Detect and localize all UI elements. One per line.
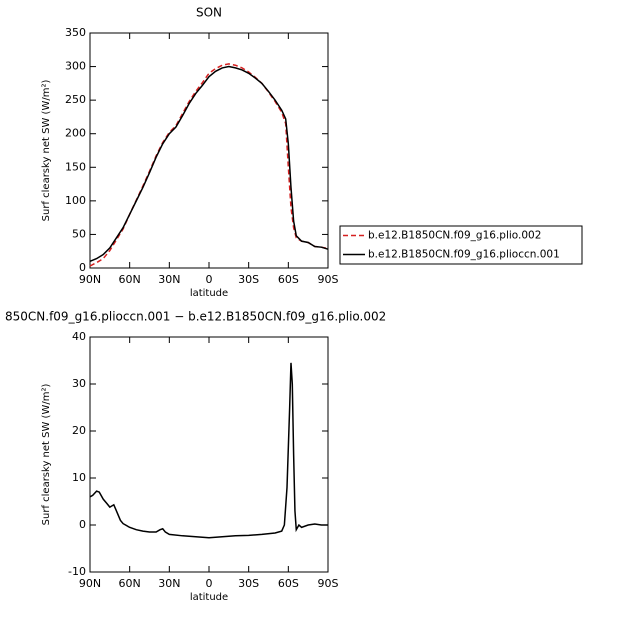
x-tick-label: 30N <box>158 273 180 286</box>
x-axis-label: latitude <box>190 592 228 603</box>
x-tick-label: 60N <box>119 577 141 590</box>
plot-frame <box>89 32 329 269</box>
y-tick-label: 20 <box>72 424 86 437</box>
x-tick-label: 30S <box>238 577 259 590</box>
y-tick-label: 150 <box>65 160 86 173</box>
y-tick-label: 50 <box>72 227 86 240</box>
y-tick-label: 100 <box>65 194 86 207</box>
series-line <box>89 362 328 539</box>
y-tick-label: 200 <box>65 127 86 140</box>
x-tick-label: 0 <box>206 273 213 286</box>
legend-box <box>339 225 583 265</box>
series-line <box>89 65 329 262</box>
legend-label: b.e12.B1850CN.f09_g16.plio.002 <box>368 230 541 242</box>
x-tick-label: 30S <box>238 273 259 286</box>
y-tick-label: -10 <box>68 565 86 578</box>
x-axis-label: latitude <box>190 288 228 299</box>
y-tick-label: 350 <box>65 26 86 39</box>
legend-label: b.e12.B1850CN.f09_g16.plioccn.001 <box>368 249 560 261</box>
x-tick-label: 90N <box>79 577 101 590</box>
y-axis-label: Surf clearsky net SW (W/m²) <box>41 80 52 222</box>
y-tick-label: 30 <box>72 377 86 390</box>
x-tick-label: 60S <box>278 273 299 286</box>
y-axis-label: Surf clearsky net SW (W/m²) <box>41 384 52 526</box>
y-tick-label: 300 <box>65 60 86 73</box>
y-tick-label: 0 <box>79 261 86 274</box>
y-tick-label: 250 <box>65 93 86 106</box>
x-tick-label: 60N <box>119 273 141 286</box>
x-tick-label: 90S <box>318 273 339 286</box>
x-tick-label: 60S <box>278 577 299 590</box>
chart-title: SON <box>196 6 222 20</box>
series-line <box>89 63 329 267</box>
chart-title: 850CN.f09_g16.plioccn.001 − b.e12.B1850C… <box>5 310 386 324</box>
y-tick-label: 0 <box>79 518 86 531</box>
x-tick-label: 90N <box>79 273 101 286</box>
y-tick-label: 10 <box>72 471 86 484</box>
x-tick-label: 90S <box>318 577 339 590</box>
x-tick-label: 0 <box>206 577 213 590</box>
x-tick-label: 30N <box>158 577 180 590</box>
y-tick-label: 40 <box>72 330 86 343</box>
